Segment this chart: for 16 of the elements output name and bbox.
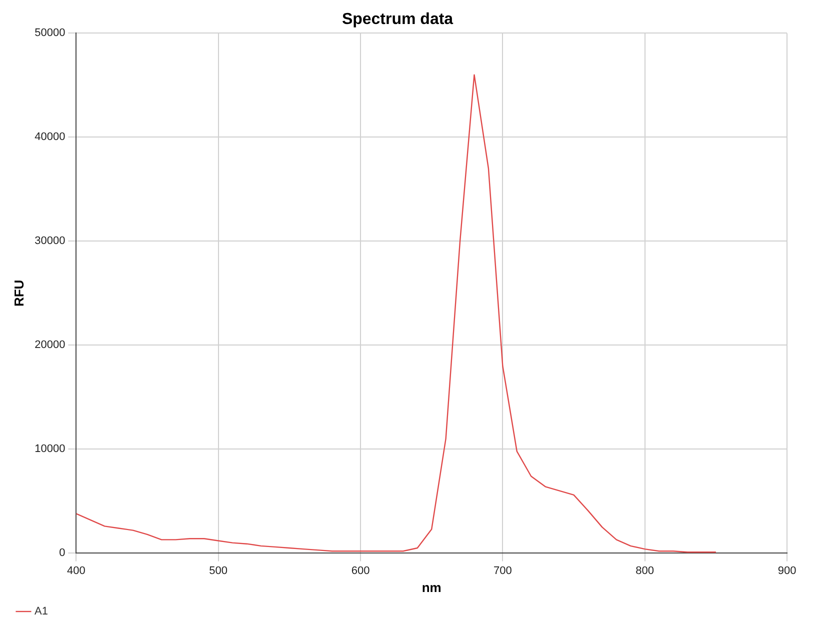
y-axis-title: RFU [11,280,26,307]
y-tick-label: 0 [59,547,66,560]
x-tick-label: 500 [209,564,228,577]
x-tick-label: 800 [636,564,654,577]
legend-label: A1 [34,606,48,618]
y-tick-label: 20000 [34,339,66,352]
x-tick-label: 700 [493,564,512,577]
x-axis-title: nm [422,580,442,595]
x-tick-label: 400 [67,564,86,577]
x-tick-label: 900 [778,564,796,577]
y-tick-label: 10000 [34,443,66,456]
x-tick-label: 600 [351,564,370,577]
chart-title: Spectrum data [342,11,454,28]
y-tick-label: 40000 [34,131,66,144]
y-tick-label: 30000 [34,235,66,248]
y-tick-label: 50000 [34,27,66,40]
